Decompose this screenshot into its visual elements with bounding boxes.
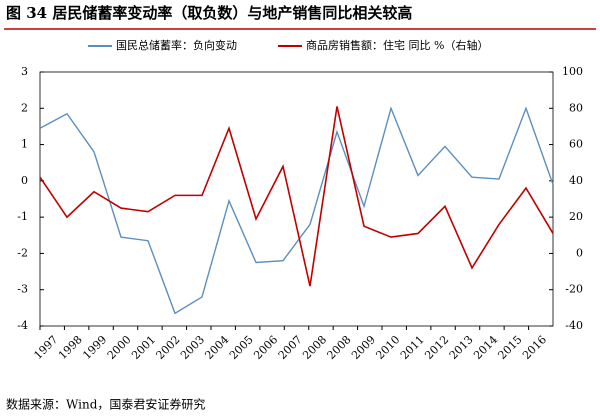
x-tick-label: 2000 xyxy=(105,333,134,362)
y-tick-label: -4 xyxy=(17,319,28,332)
y2-tick-label: 100 xyxy=(562,65,583,78)
x-tick-label: 2006 xyxy=(251,333,280,362)
y2-tick-label: -40 xyxy=(565,319,583,332)
x-tick-label: 2001 xyxy=(129,333,158,362)
y-tick-label: 1 xyxy=(21,138,28,151)
x-tick-label: 2011 xyxy=(398,333,427,362)
y2-tick-label: 40 xyxy=(569,174,583,187)
x-tick-label: 2002 xyxy=(154,333,183,362)
x-tick-label: 2010 xyxy=(373,333,402,362)
x-tick-label: 2016 xyxy=(520,333,549,362)
chart-title: 图 34 居民储蓄率变动率（取负数）与地产销售同比相关较高 xyxy=(6,4,412,22)
plot-frame xyxy=(39,71,554,327)
y2-tick-label: 20 xyxy=(569,210,583,223)
x-tick-label: 2009 xyxy=(349,333,378,362)
legend-label: 国民总储蓄率：负向变动 xyxy=(116,38,237,52)
x-tick-label: 2004 xyxy=(202,333,231,362)
y2-tick-label: 60 xyxy=(569,138,583,151)
y-tick-label: 2 xyxy=(21,101,28,114)
x-tick-label: 2008 xyxy=(325,333,354,362)
y-tick-label: -1 xyxy=(17,210,28,223)
x-tick-label: 2012 xyxy=(422,333,451,362)
x-tick-label: 2007 xyxy=(276,333,305,362)
x-tick-label: 1999 xyxy=(80,333,109,362)
y2-tick-label: -20 xyxy=(565,283,583,296)
x-tick-label: 2013 xyxy=(447,333,476,362)
x-tick-label: 2008 xyxy=(300,333,329,362)
y-tick-label: -2 xyxy=(17,246,28,259)
x-tick-label: 2005 xyxy=(227,333,256,362)
y-tick-label: 0 xyxy=(21,174,28,187)
y-tick-label: -3 xyxy=(17,283,28,296)
x-tick-label: 1997 xyxy=(31,333,60,362)
legend-label: 商品房销售额：住宅 同比 %（右轴） xyxy=(306,38,488,52)
series-line xyxy=(39,106,554,287)
x-tick-label: 1998 xyxy=(56,333,85,362)
x-tick-label: 2015 xyxy=(496,333,525,362)
series-line xyxy=(39,106,554,315)
x-tick-label: 2003 xyxy=(178,333,207,362)
y2-tick-label: 0 xyxy=(576,246,583,259)
x-tick-label: 2014 xyxy=(471,333,500,362)
y2-tick-label: 80 xyxy=(569,101,583,114)
source: 数据来源：Wind，国泰君安证券研究 xyxy=(6,397,205,412)
y-tick-label: 3 xyxy=(21,65,28,78)
